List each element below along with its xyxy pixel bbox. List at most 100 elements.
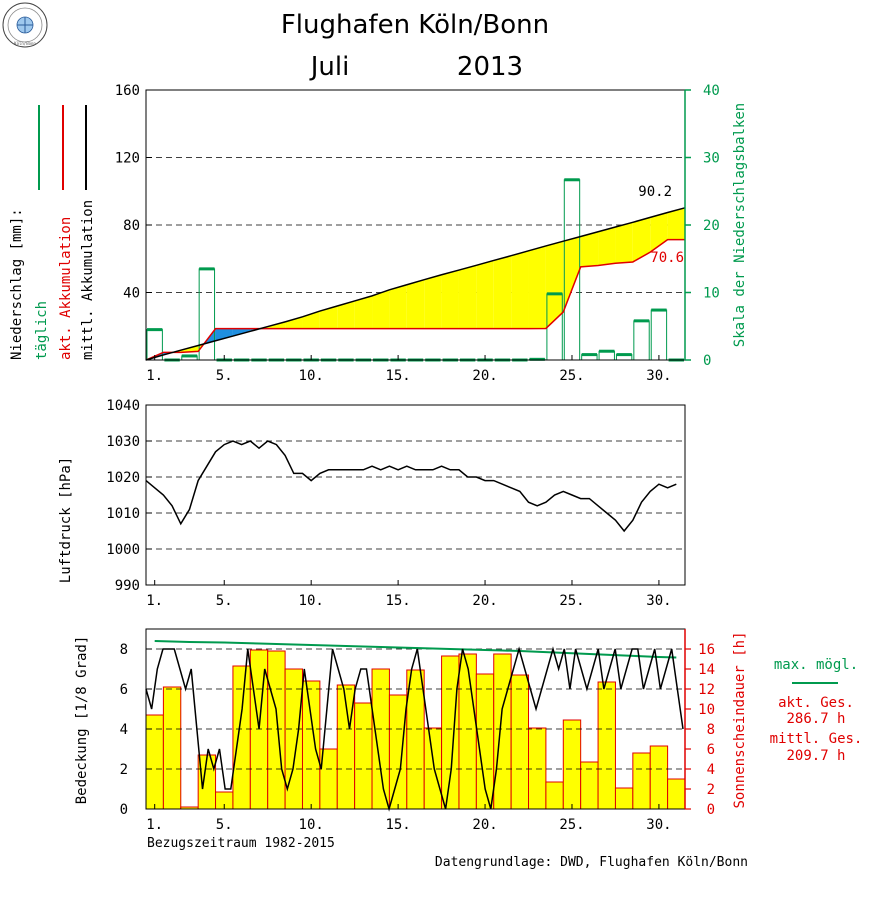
sunshine-y-ticks: 16 14 12 10 8 6 4 2 0 <box>685 642 715 818</box>
y-tick-label: 4 <box>120 722 128 738</box>
accum-area-segment <box>441 270 459 329</box>
sunshine-bar <box>458 653 477 810</box>
max-possible-series <box>154 640 677 659</box>
sunshine-bars <box>145 649 686 810</box>
pressure-y-ticks: 1040 1030 1020 1010 1000 990 <box>106 398 152 594</box>
pressure-series <box>145 440 677 533</box>
sunshine-bar <box>667 778 686 810</box>
accum-area-segment <box>667 207 685 240</box>
precip-x-ticks: 1. 5. 10. 15. 20. 25. 30. <box>146 355 672 384</box>
accum-area-segment <box>354 295 373 329</box>
accum-area-segment <box>285 316 303 329</box>
accum-area-segment <box>493 255 512 329</box>
x-tick-label: 25. <box>559 368 584 384</box>
pressure-frame <box>145 404 686 586</box>
sunshine-axis-label: Sonnenscheindauer [h] <box>732 631 748 808</box>
sunshine-bar <box>162 686 182 810</box>
x-tick-label: 30. <box>646 593 671 609</box>
sunshine-bar <box>406 669 425 810</box>
legend-act-label: akt. Ges. <box>778 695 854 711</box>
legend-daily-label: täglich <box>34 301 50 360</box>
y-tick-label: 40 <box>123 286 140 302</box>
pressure-axis-label: Luftdruck [hPa] <box>58 457 74 583</box>
x-tick-label: 20. <box>472 593 497 609</box>
x-tick-label: 1. <box>146 593 163 609</box>
accum-area-segment <box>424 274 442 329</box>
y-tick-label: 1000 <box>106 542 140 558</box>
sunshine-bar <box>614 787 634 810</box>
precip-bar <box>633 320 650 361</box>
pressure-grid <box>146 440 685 550</box>
y2-tick-label: 10 <box>703 286 720 302</box>
x-tick-label: 10. <box>299 593 324 609</box>
y2-tick-label: 2 <box>707 782 715 798</box>
accum-area-segment <box>545 241 564 329</box>
legend-act-value: 286.7 h <box>786 711 845 727</box>
y2-tick-label: 10 <box>698 702 715 718</box>
accum-area-segment <box>632 217 651 262</box>
y2-tick-label: 4 <box>707 762 715 778</box>
accum-area-segment <box>389 284 407 329</box>
x-tick-label: 5. <box>216 368 233 384</box>
x-tick-label: 5. <box>216 817 233 833</box>
precip-axis-label: Niederschlag [mm]: <box>9 208 25 360</box>
sunshine-bar <box>597 681 616 810</box>
max-possible-line <box>154 640 677 659</box>
y2-tick-label: 30 <box>703 151 720 167</box>
precip-accum-lines <box>145 207 686 361</box>
cloud-axis-label: Bedeckung [1/8 Grad] <box>74 636 90 805</box>
y2-tick-label: 12 <box>698 682 715 698</box>
y-tick-label: 1040 <box>106 398 140 414</box>
y-tick-label: 6 <box>120 682 128 698</box>
x-tick-label: 5. <box>216 593 233 609</box>
accum-area-segment <box>406 279 425 329</box>
reference-period: Bezugszeitraum 1982-2015 <box>147 836 335 851</box>
dwd-logo: Köln/Bonn <box>2 2 48 48</box>
pressure-panel: 1040 1030 1020 1010 1000 990 1. 5. 10. 15. 20. 25.… <box>58 398 686 609</box>
sunshine-bar <box>232 665 251 810</box>
x-tick-label: 25. <box>559 817 584 833</box>
y2-tick-label: 0 <box>703 353 711 369</box>
precip-actual-end-label: 70.6 <box>650 250 684 266</box>
legend-mean-value: 209.7 h <box>786 748 845 764</box>
sunshine-bar <box>562 719 582 810</box>
x-tick-label: 20. <box>472 368 497 384</box>
legend-max-label: max. mögl. <box>774 657 858 673</box>
y-tick-label: 990 <box>115 578 140 594</box>
sunshine-bar <box>528 727 547 810</box>
accum-area-segment <box>563 236 581 312</box>
x-tick-label: 30. <box>646 817 671 833</box>
precip-mean-end-label: 90.2 <box>638 184 672 200</box>
y2-tick-label: 14 <box>698 662 715 678</box>
y-tick-label: 1030 <box>106 434 140 450</box>
x-tick-label: 1. <box>146 817 163 833</box>
x-tick-label: 15. <box>385 817 410 833</box>
sunshine-x-ticks: 1. 5. 10. 15. 20. 25. 30. <box>146 804 672 833</box>
sunshine-bar <box>545 781 564 810</box>
sunshine-bar <box>423 727 443 810</box>
x-tick-label: 15. <box>385 368 410 384</box>
cloud-cover-series <box>145 646 684 812</box>
legend-mean-label: mittl. Ges. <box>770 731 863 747</box>
accum-area-segment <box>598 227 616 266</box>
sunshine-bar <box>249 649 269 810</box>
actual-accum-line <box>145 238 685 361</box>
pressure-x-ticks: 1. 5. 10. 15. 20. 25. 30. <box>146 580 672 609</box>
accum-area-segment <box>215 328 233 341</box>
sunshine-bar <box>301 680 321 810</box>
sunshine-bar <box>510 674 530 810</box>
y-tick-label: 80 <box>123 218 140 234</box>
chart-year: 2013 <box>457 52 523 82</box>
sunshine-bar <box>649 745 669 810</box>
y2-tick-label: 20 <box>703 218 720 234</box>
y2-tick-label: 40 <box>703 83 720 99</box>
x-tick-label: 10. <box>299 817 324 833</box>
precip-panel: 160 120 80 40 40 30 20 10 0 1. 5. 10. 15. 20. 25. 30.… <box>9 83 748 384</box>
sunshine-bar <box>371 668 390 810</box>
cloud-cover-line <box>145 646 684 812</box>
sunshine-bar <box>632 752 651 810</box>
logo-text: Köln/Bonn <box>14 41 36 46</box>
y-tick-label: 0 <box>120 802 128 818</box>
accum-area-segment <box>337 300 355 329</box>
